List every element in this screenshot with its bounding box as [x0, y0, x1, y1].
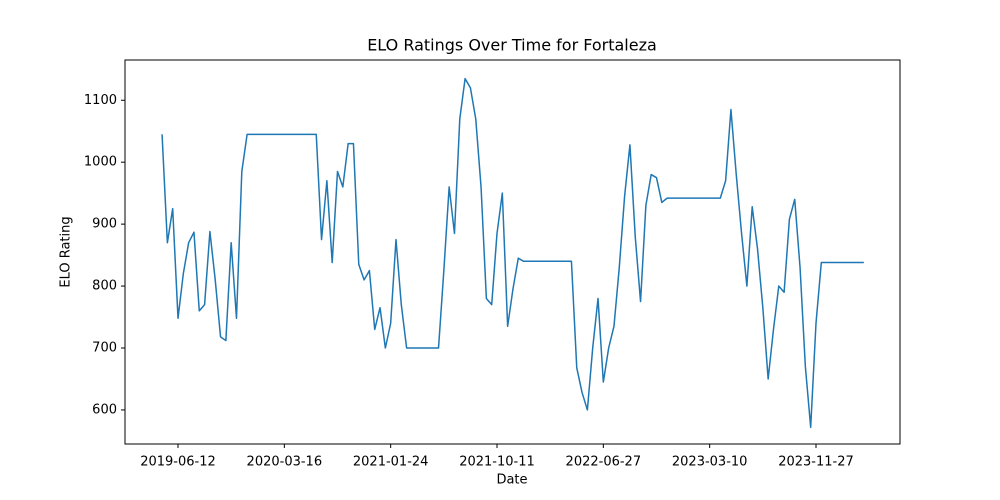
x-tick-label: 2022-06-27 — [566, 455, 642, 470]
x-tick-label: 2019-06-12 — [140, 455, 216, 470]
y-axis-label: ELO Rating — [59, 216, 74, 287]
y-tick-label: 800 — [92, 279, 117, 294]
x-tick-label: 2021-10-11 — [459, 455, 535, 470]
x-tick-label: 2023-11-27 — [778, 455, 854, 470]
x-axis-label: Date — [496, 473, 527, 488]
data-line — [161, 77, 864, 429]
y-tick-label: 900 — [92, 217, 117, 232]
y-tick-label: 1000 — [84, 155, 117, 170]
plot-frame — [124, 59, 901, 445]
chart-title: ELO Ratings Over Time for Fortaleza — [367, 36, 657, 55]
x-tick-label: 2020-03-16 — [247, 455, 323, 470]
y-tick-label: 700 — [92, 341, 117, 356]
x-tick-label: 2023-03-10 — [672, 455, 748, 470]
x-tick-label: 2021-01-24 — [353, 455, 429, 470]
y-tick-label: 600 — [92, 402, 117, 417]
y-tick-label: 1100 — [84, 93, 117, 108]
